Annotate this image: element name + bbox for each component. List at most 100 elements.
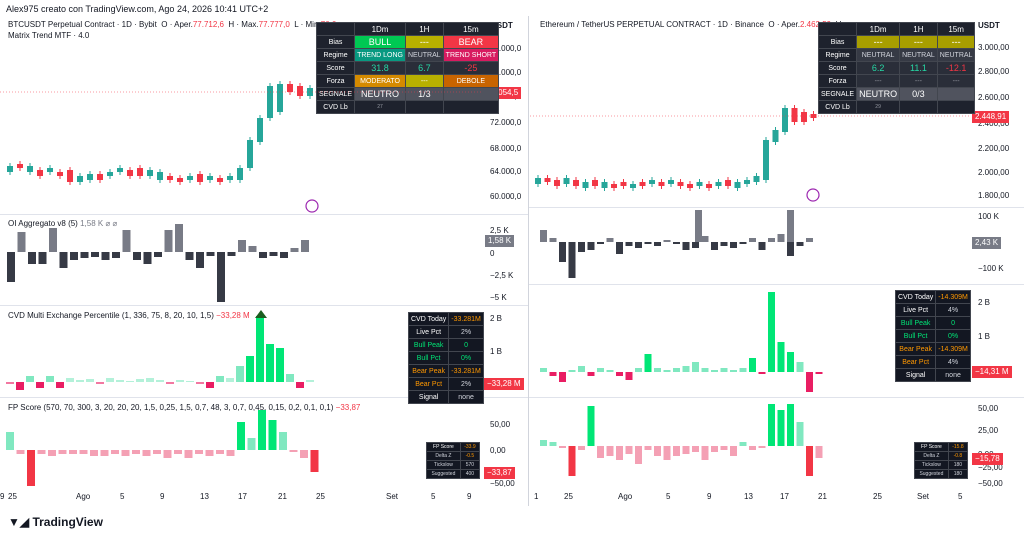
oi-bar bbox=[259, 252, 267, 258]
pane-separator[interactable] bbox=[0, 305, 528, 306]
candle bbox=[97, 174, 103, 180]
candle bbox=[77, 176, 83, 182]
matrix-cell: NEUTRAL bbox=[936, 48, 976, 62]
pane-separator[interactable] bbox=[0, 214, 528, 215]
cvd-bar bbox=[606, 370, 614, 372]
candle bbox=[47, 168, 53, 172]
pane-separator[interactable] bbox=[529, 284, 1024, 285]
fp-bar bbox=[216, 450, 224, 454]
left-cvd-badge: −33,28 M bbox=[484, 378, 524, 390]
candle bbox=[37, 170, 43, 176]
oi-bar bbox=[673, 242, 680, 244]
cvd-tick: 2 B bbox=[490, 314, 503, 323]
candle bbox=[696, 182, 703, 186]
cvd-bar bbox=[635, 368, 642, 372]
candle bbox=[197, 174, 203, 182]
time-tick: 25 bbox=[8, 492, 17, 501]
oi-bar bbox=[112, 252, 120, 258]
cvd-bar bbox=[106, 378, 114, 382]
stat-cell: none bbox=[448, 390, 484, 404]
matrix-cell: Bias bbox=[315, 35, 356, 49]
matrix-header-cell bbox=[817, 22, 858, 36]
stat-cell: Bull Pct bbox=[894, 329, 937, 343]
fp-tick: −50,00 bbox=[978, 479, 1003, 488]
tradingview-logo[interactable]: ▼◢ TradingView bbox=[8, 515, 103, 529]
fp-bar bbox=[258, 410, 266, 450]
fp-bar bbox=[739, 442, 747, 446]
candle bbox=[753, 176, 760, 182]
price-tick: 2.000,00 bbox=[978, 168, 1010, 177]
oi-bar bbox=[59, 252, 68, 268]
cvd-tick: 1 B bbox=[978, 332, 991, 341]
left-oi-title[interactable]: OI Aggregato v8 (5) 1,58 K ⌀ ⌀ bbox=[8, 219, 118, 228]
left-fp-title[interactable]: FP Score (570, 70, 300, 3, 20, 20, 20, 1… bbox=[8, 403, 361, 412]
candle bbox=[277, 84, 283, 112]
oi-bar bbox=[175, 224, 183, 252]
fp-bar bbox=[673, 446, 680, 456]
left-cvd-title[interactable]: CVD Multi Exchange Percentile (1, 336, 7… bbox=[8, 311, 250, 320]
pane-separator[interactable] bbox=[0, 397, 528, 398]
oi-bar bbox=[301, 240, 309, 252]
fp-bar bbox=[205, 450, 214, 456]
time-tick: 9 bbox=[467, 492, 472, 501]
candle bbox=[658, 182, 665, 186]
time-tick: 13 bbox=[744, 492, 753, 501]
cvd-bar bbox=[815, 372, 823, 374]
fp-tick: −25,00 bbox=[978, 463, 1003, 472]
cvd-bar bbox=[701, 368, 709, 372]
price-tick: 2.600,00 bbox=[978, 93, 1010, 102]
matrix-cell: -25 bbox=[442, 61, 500, 75]
stat-cell: none bbox=[935, 368, 971, 382]
oi-bar bbox=[711, 242, 718, 250]
stat-cell: Bull Peak bbox=[407, 338, 450, 352]
fp-bar bbox=[644, 446, 652, 450]
fp-tick: 0,00 bbox=[490, 446, 506, 455]
cvd-bar bbox=[146, 378, 154, 382]
left-cvd-table: CVD Today -33.281M Live Pct 2% Bull Peak 0 Bul… bbox=[407, 312, 484, 404]
stat-cell: Signal bbox=[407, 390, 450, 404]
oi-bar bbox=[606, 238, 614, 242]
stat-cell: -14.309M bbox=[935, 342, 971, 356]
oi-bar bbox=[238, 240, 246, 252]
cvd-tick: 1 B bbox=[490, 347, 503, 356]
time-tick: 21 bbox=[278, 492, 287, 501]
panel-divider[interactable] bbox=[528, 16, 529, 506]
oi-bar bbox=[280, 252, 288, 258]
oi-bar bbox=[695, 210, 702, 242]
time-tick: 17 bbox=[238, 492, 247, 501]
left-indicator-title[interactable]: Matrix Trend MTF · 4.0 bbox=[8, 31, 90, 40]
left-matrix-table: 1Dm 1H 15m Bias BULL --- BEAR Regime TREND LONG N… bbox=[315, 22, 500, 114]
right-oi-badge: 2,43 K bbox=[972, 237, 1002, 249]
price-tick: 2.200,00 bbox=[978, 144, 1010, 153]
time-tick: 13 bbox=[200, 492, 209, 501]
stat-cell: 4% bbox=[935, 355, 971, 369]
oi-bar bbox=[80, 252, 89, 258]
fp-bar bbox=[616, 446, 623, 460]
oi-bar bbox=[49, 228, 57, 252]
candle bbox=[87, 174, 93, 180]
price-tick: 60.000,0 bbox=[490, 192, 522, 201]
oi-bar bbox=[749, 238, 756, 242]
cvd-bar bbox=[176, 380, 184, 382]
matrix-cell: NEUTRAL bbox=[899, 48, 938, 62]
fp-bar bbox=[79, 450, 88, 454]
fp-bar bbox=[625, 446, 633, 454]
fp-bar bbox=[58, 450, 67, 454]
fp-bar bbox=[247, 438, 256, 450]
pane-separator[interactable] bbox=[529, 397, 1024, 398]
cvd-bar bbox=[616, 372, 623, 376]
price-tick: 2.800,00 bbox=[978, 67, 1010, 76]
oi-bar bbox=[122, 230, 131, 252]
cvd-bar bbox=[226, 378, 234, 382]
cvd-bar bbox=[96, 382, 104, 384]
oi-bar bbox=[568, 242, 576, 278]
matrix-cell: 31.8 bbox=[354, 61, 406, 75]
matrix-cell: --- bbox=[856, 74, 901, 88]
oi-bar bbox=[777, 234, 785, 242]
pane-separator[interactable] bbox=[529, 207, 1024, 208]
right-axis-title: USDT bbox=[978, 21, 1000, 30]
candle bbox=[620, 182, 627, 186]
matrix-cell: Score bbox=[315, 61, 356, 75]
